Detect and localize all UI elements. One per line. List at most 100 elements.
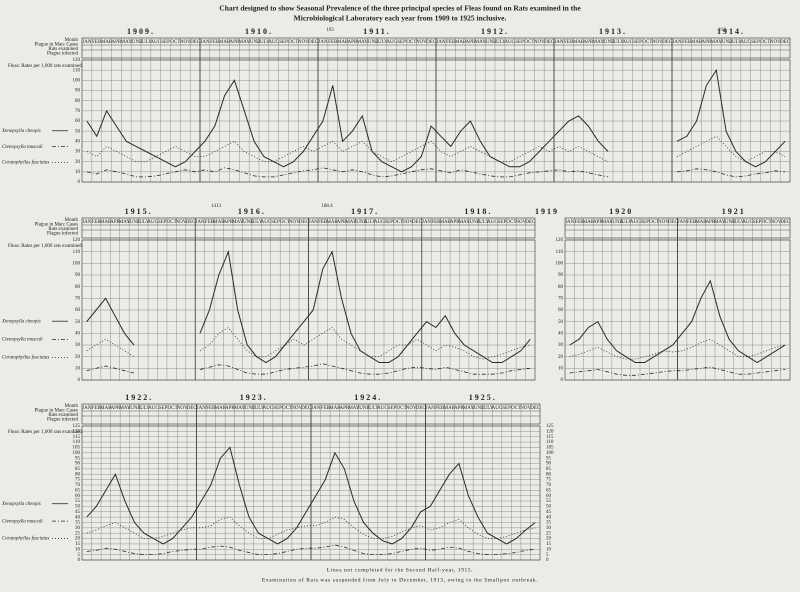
y-tick-label: 90 [546, 462, 552, 467]
annotation: 193 [326, 28, 334, 33]
month-label: OCT [288, 40, 298, 45]
legend-label: Xenopsylla cheopis [1, 502, 41, 507]
month-label: OCT [511, 406, 521, 411]
y-tick-label: 20 [75, 537, 81, 542]
y-tick-label: 110 [73, 250, 81, 255]
y-tick-label: 20 [75, 355, 81, 360]
y-tick-label: 100 [73, 78, 81, 83]
y-tick-label: 60 [75, 494, 81, 499]
month-label: APR [112, 40, 122, 45]
y-tick-label: 80 [75, 472, 81, 477]
legend-label: Ctenopsylla musculi [2, 145, 43, 150]
month-label: NOV [515, 220, 526, 225]
month-label: FEB [574, 220, 584, 225]
month-label: DEC [530, 406, 541, 411]
month-label: JULY [620, 220, 632, 225]
month-label: JAN [678, 220, 688, 225]
y-tick-label: 120 [73, 430, 81, 435]
month-label: NOV [652, 40, 663, 45]
month-label: DEC [780, 220, 791, 225]
month-label: FEB [682, 40, 692, 45]
month-label: JAN [200, 40, 210, 45]
annotation: 1413 [211, 204, 222, 209]
month-label: SEP [273, 406, 282, 411]
y-tick-label: 20 [546, 537, 552, 542]
month-label: OCT [170, 40, 180, 45]
month-label: SEP [515, 40, 524, 45]
month-label: OCT [282, 406, 292, 411]
footnote: Lines not completed for the Second Half-… [327, 566, 473, 573]
month-label: JAN [565, 220, 575, 225]
y-tick-label: 5 [78, 553, 81, 558]
series-line [86, 326, 531, 360]
y-tick-label: 50 [75, 129, 81, 134]
y-tick-label: 85 [75, 467, 81, 472]
month-label: APR [340, 406, 350, 411]
y-tick-label: 100 [546, 451, 554, 456]
month-label: MAY [232, 220, 244, 225]
legend-label: Ctenopsylla musculi [2, 519, 43, 524]
month-label: DEC [186, 220, 197, 225]
series-line [86, 167, 786, 178]
series-line [569, 338, 786, 360]
y-tick-label: 80 [558, 285, 564, 290]
month-label: MAR [329, 406, 341, 411]
year-label: 1919 [535, 207, 559, 216]
month-label: JUNE [720, 40, 732, 45]
year-label: 1912. [481, 27, 509, 36]
month-label: JULY [138, 406, 150, 411]
month-label: MAR [695, 220, 707, 225]
month-label: DEC [299, 220, 310, 225]
row-label: Plague in Man: Cases [35, 43, 79, 48]
y-tick-label: 50 [546, 505, 552, 510]
series-line [569, 279, 786, 364]
month-label: MAR [337, 40, 349, 45]
month-label: AUG [148, 406, 159, 411]
y-tick-label: 30 [75, 526, 81, 531]
y-tick-label: 0 [546, 558, 549, 563]
month-label: DEC [525, 220, 536, 225]
y-tick-label: 105 [546, 446, 554, 451]
month-label: MAR [213, 220, 225, 225]
month-label: AUG [492, 406, 503, 411]
y-tick-label: 60 [558, 308, 564, 313]
month-label: APR [230, 40, 240, 45]
month-label: NOV [771, 220, 782, 225]
annotation: 188.4 [321, 204, 333, 209]
y-tick-label: 115 [546, 435, 554, 440]
y-tick-label: 15 [75, 542, 81, 547]
year-label: 1922. [125, 393, 153, 402]
month-label: NOV [289, 220, 300, 225]
month-label: JULY [730, 40, 742, 45]
y-tick-label: 125 [73, 424, 81, 429]
month-label: JUNE [128, 220, 140, 225]
month-label: OCT [649, 220, 659, 225]
month-label: AUG [386, 40, 397, 45]
month-label: NOV [291, 406, 302, 411]
month-label: JULY [376, 40, 388, 45]
month-label: JUNE [468, 220, 480, 225]
year-label: 1917. [351, 207, 379, 216]
annotation: 213 [718, 28, 726, 33]
month-label: SEP [498, 220, 507, 225]
y-tick-label: 30 [558, 343, 564, 348]
series-line [86, 68, 786, 173]
month-label: JUNE [130, 40, 142, 45]
y-tick-label: 10 [558, 366, 564, 371]
month-label: SEP [753, 220, 762, 225]
row-label: Rats examined [48, 227, 78, 232]
y-tick-label: 125 [546, 424, 554, 429]
series-line [86, 249, 531, 364]
month-label: DEC [668, 220, 679, 225]
y-tick-label: 15 [546, 542, 552, 547]
y-tick-label: 35 [75, 521, 81, 526]
legend-label: Xenopsylla cheopis [1, 129, 41, 134]
month-label: AUG [263, 406, 274, 411]
y-tick-label: 75 [75, 478, 81, 483]
month-label: APR [705, 220, 715, 225]
y-tick-label: 30 [546, 526, 552, 531]
month-label: NOV [770, 40, 781, 45]
month-label: JULY [251, 220, 263, 225]
y-tick-label: 110 [556, 250, 564, 255]
y-tick-label: 5 [546, 553, 549, 558]
